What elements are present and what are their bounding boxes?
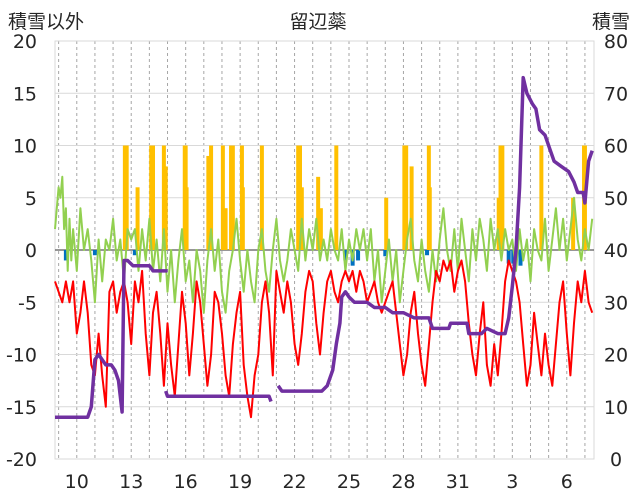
snow_depth-line: [55, 258, 168, 419]
precip_bars-bar: [206, 155, 211, 250]
right-tick-label: 80: [604, 31, 628, 53]
precip_bars-bar: [500, 145, 505, 250]
precip_bars-bar: [151, 145, 155, 250]
precip_bars-bar: [135, 187, 140, 250]
left-tick-label: 5: [25, 188, 37, 210]
right-axis-title: 積雪: [592, 11, 630, 33]
precip_bars-bar: [318, 208, 323, 250]
precip_bars-bar: [163, 166, 168, 250]
vertical-grid: [58, 41, 586, 459]
precip_bars-bar: [124, 145, 129, 250]
precip_bars-bar: [220, 145, 225, 250]
green-series: [54, 175, 594, 314]
x-tick-labels: 10 13 16 19 22 25 28 31 3 6: [65, 471, 573, 493]
right-tick-label: 0: [610, 449, 622, 471]
precip_bars-bar: [230, 145, 235, 250]
right-tick-label: 20: [604, 345, 628, 367]
precip_bars-bar: [384, 197, 389, 250]
snow_depth-line: [164, 390, 273, 403]
precip_bars-bar: [223, 208, 228, 250]
blue_bars-bar: [343, 250, 348, 261]
blue_bars-bar: [132, 250, 137, 256]
right-tick-label: 70: [604, 83, 628, 105]
precip_bars-bar: [427, 187, 432, 250]
right-tick-label: 10: [604, 397, 628, 419]
precip_bars-bar: [184, 187, 189, 250]
right-tick-label: 40: [604, 240, 628, 262]
precip_bars-bar: [316, 176, 321, 250]
red-line: [54, 259, 594, 419]
blue_bars-bar: [63, 250, 68, 261]
left-tick-label: 0: [25, 240, 37, 262]
x-tick-label: 13: [119, 471, 143, 493]
precip_bars-bar: [404, 145, 409, 250]
left-tick-label: -5: [18, 292, 37, 314]
x-tick-label: 6: [561, 471, 573, 493]
precip_bars-bar: [240, 187, 245, 250]
right-tick-label: 50: [604, 188, 628, 210]
x-tick-label: 10: [65, 471, 89, 493]
x-tick-label: 25: [337, 471, 361, 493]
left-tick-label: -15: [6, 397, 37, 419]
right-tick-labels: 0 10 20 30 40 50 60 70 80: [604, 31, 628, 471]
blue_bars-bar: [92, 250, 97, 256]
left-tick-label: 15: [13, 83, 37, 105]
green-line: [54, 175, 594, 314]
precip_bars-bar: [539, 145, 544, 250]
right-tick-label: 30: [604, 292, 628, 314]
x-tick-label: 31: [446, 471, 470, 493]
snow_depth-line: [276, 75, 594, 393]
snow-depth-series: [55, 75, 594, 419]
blue_bars-bar: [383, 250, 388, 257]
blue_bars-bar: [356, 250, 361, 261]
precip_bars-bar: [259, 145, 264, 250]
x-tick-label: 22: [282, 471, 306, 493]
left-tick-label: -20: [6, 449, 37, 471]
red-series: [54, 259, 594, 419]
precip_bars-bar: [409, 166, 414, 250]
precip_bars-bar: [209, 145, 214, 250]
left-tick-labels: -20 -15 -10 -5 0 5 10 15 20: [6, 31, 37, 471]
left-tick-label: -10: [6, 345, 37, 367]
left-tick-label: 20: [13, 31, 37, 53]
chart-title: 留辺蘂: [289, 11, 346, 33]
left-axis-title: 積雪以外: [8, 11, 84, 33]
right-tick-label: 60: [604, 136, 628, 158]
precip_bars-bar: [334, 145, 339, 250]
precip_bars-bar: [571, 197, 576, 250]
x-tick-label: 3: [506, 471, 518, 493]
x-tick-label: 19: [228, 471, 252, 493]
x-tick-label: 28: [391, 471, 415, 493]
blue_bars-bar: [518, 250, 523, 266]
blue_bars-bar: [425, 250, 430, 256]
left-tick-label: 10: [13, 136, 37, 158]
x-tick-label: 16: [174, 471, 198, 493]
blue_bars-bar: [506, 250, 511, 264]
